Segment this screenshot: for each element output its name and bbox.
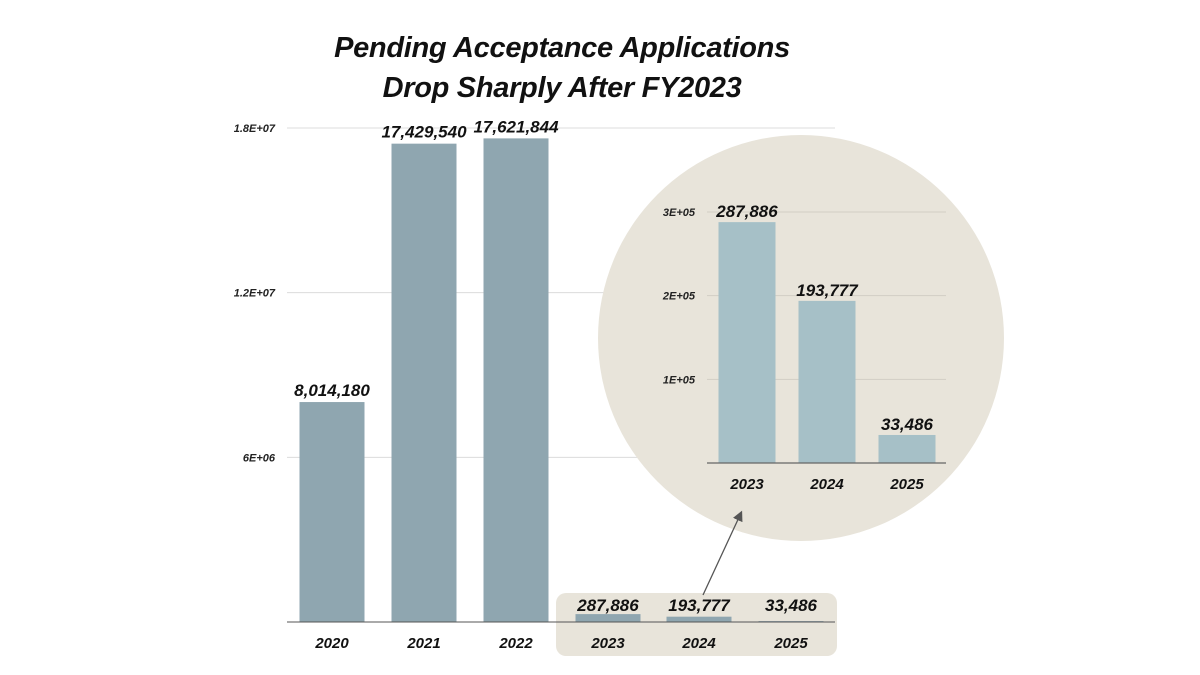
inset-value-label: 287,886 xyxy=(715,202,778,221)
x-tick-label: 2021 xyxy=(406,635,440,652)
y-tick-label: 1.8E+07 xyxy=(234,123,276,135)
inset-bar-2025 xyxy=(878,434,936,463)
value-label: 17,429,540 xyxy=(381,123,467,142)
inset-x-tick-label: 2023 xyxy=(729,476,764,493)
value-label: 287,886 xyxy=(576,596,639,615)
highlight-box xyxy=(556,593,837,656)
inset-x-tick-label: 2024 xyxy=(809,476,844,493)
inset-y-tick-label: 2E+05 xyxy=(662,291,696,303)
bar-2020 xyxy=(299,402,365,622)
inset-x-tick-label: 2025 xyxy=(889,476,924,493)
inset-value-label: 33,486 xyxy=(881,415,934,434)
inset-bar-2023 xyxy=(718,222,776,463)
value-label: 193,777 xyxy=(668,596,731,615)
inset-bar-2024 xyxy=(798,300,856,463)
bar-2023 xyxy=(575,614,641,622)
chart-title-line-1: Pending Acceptance Applications xyxy=(334,32,790,64)
value-label: 33,486 xyxy=(765,596,818,615)
inset-y-tick-label: 3E+05 xyxy=(663,207,696,219)
x-tick-label: 2025 xyxy=(773,635,808,652)
bar-2022 xyxy=(483,138,549,622)
callout-arrow xyxy=(702,510,743,596)
chart-title: Pending Acceptance Applications Drop Sha… xyxy=(0,28,1124,108)
bar-2024 xyxy=(666,616,732,622)
chart-title-line-2: Drop Sharply After FY2023 xyxy=(382,72,742,104)
value-label: 8,014,180 xyxy=(294,381,370,400)
x-tick-label: 2020 xyxy=(314,635,349,652)
inset-y-tick-label: 1E+05 xyxy=(663,374,696,386)
x-tick-label: 2023 xyxy=(590,635,625,652)
value-label: 17,621,844 xyxy=(473,117,559,136)
x-tick-label: 2022 xyxy=(498,635,533,652)
y-tick-label: 6E+06 xyxy=(243,452,276,464)
bar-2021 xyxy=(391,143,457,623)
y-tick-label: 1.2E+07 xyxy=(234,288,276,300)
inset-value-label: 193,777 xyxy=(796,281,859,300)
x-tick-label: 2024 xyxy=(681,635,716,652)
